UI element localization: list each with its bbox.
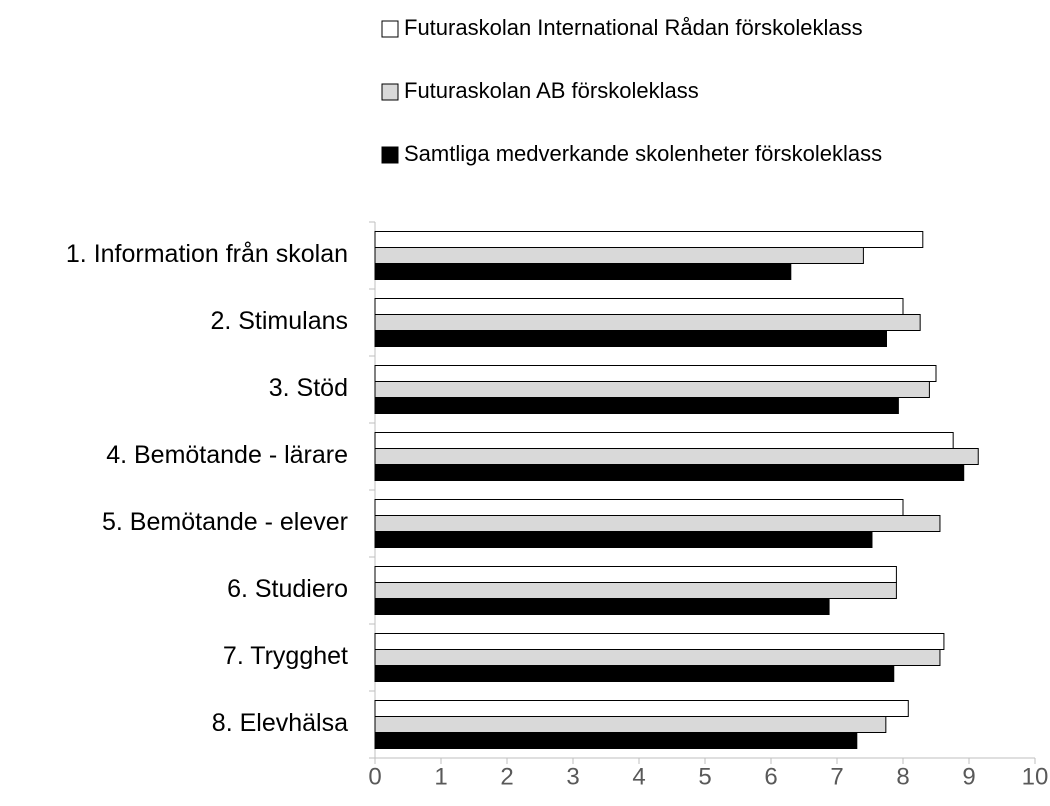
bar (374, 716, 887, 733)
legend-swatch (381, 83, 399, 101)
bar (374, 263, 792, 280)
bar (374, 365, 937, 382)
bar (374, 732, 858, 749)
bar (374, 531, 873, 548)
bar (374, 381, 930, 398)
bar (374, 247, 864, 264)
x-tick-label: 2 (500, 763, 513, 790)
bar (374, 665, 895, 682)
x-tick-label: 8 (896, 763, 909, 790)
legend-label: Futuraskolan AB förskoleklass (404, 78, 699, 103)
x-tick-label: 6 (764, 763, 777, 790)
bar (374, 330, 887, 347)
bar (374, 499, 904, 516)
y-tick-label: 7. Trygghet (223, 642, 348, 670)
bar (374, 633, 945, 650)
y-tick-label: 5. Bemötande - elever (102, 508, 348, 536)
y-tick-label: 8. Elevhälsa (212, 709, 348, 737)
y-tick-label: 1. Information från skolan (66, 240, 348, 268)
legend-swatch (381, 20, 399, 38)
bar (374, 700, 909, 717)
x-tick-label: 4 (632, 763, 645, 790)
x-tick-label: 7 (830, 763, 843, 790)
bar (374, 231, 924, 248)
x-tick-label: 5 (698, 763, 711, 790)
bar (374, 566, 897, 583)
x-tick-label: 0 (368, 763, 381, 790)
bar (374, 314, 921, 331)
legend-swatch (381, 146, 399, 164)
y-tick-label: 2. Stimulans (210, 307, 348, 335)
x-tick-label: 3 (566, 763, 579, 790)
bar (374, 649, 941, 666)
bar (374, 515, 941, 532)
x-tick-label: 10 (1022, 763, 1049, 790)
y-tick-label: 6. Studiero (227, 575, 348, 603)
bar (374, 582, 897, 599)
bar (374, 432, 954, 449)
x-tick-label: 1 (434, 763, 447, 790)
legend-label: Samtliga medverkande skolenheter förskol… (404, 141, 882, 166)
y-tick-label: 4. Bemötande - lärare (106, 441, 348, 469)
bar (374, 448, 979, 465)
x-tick-label: 9 (962, 763, 975, 790)
bar (374, 464, 965, 481)
y-tick-label: 3. Stöd (269, 374, 348, 402)
bar (374, 397, 899, 414)
bar (374, 598, 830, 615)
legend-label: Futuraskolan International Rådan förskol… (404, 15, 863, 40)
bar (374, 298, 904, 315)
